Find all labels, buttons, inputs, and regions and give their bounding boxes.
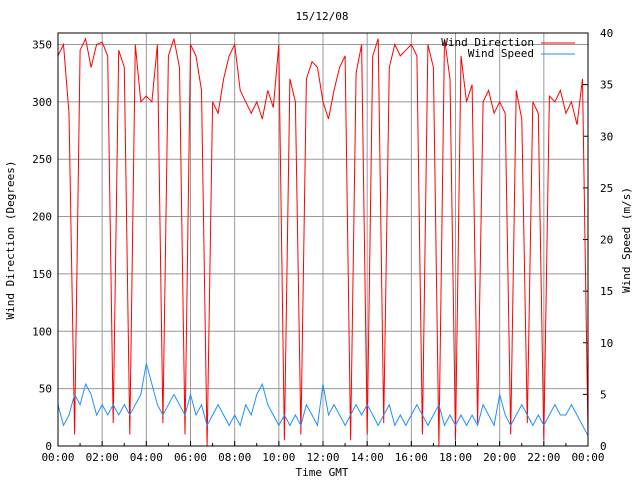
legend-label-wind-speed: Wind Speed bbox=[468, 47, 534, 60]
y-axis-label: Wind Direction (Degrees) bbox=[4, 161, 17, 320]
y-tick-label: 300 bbox=[32, 96, 52, 109]
plot-frame bbox=[57, 32, 589, 447]
y2-tick-label: 40 bbox=[600, 27, 613, 40]
y-tick-label: 0 bbox=[45, 440, 52, 453]
x-tick-label: 20:00 bbox=[483, 451, 516, 464]
series-lines bbox=[57, 37, 589, 447]
y2-axis-label: Wind Speed (m/s) bbox=[620, 187, 633, 293]
y-tick-label: 50 bbox=[39, 383, 52, 396]
y2-tick-label: 15 bbox=[600, 285, 613, 298]
x-tick-label: 04:00 bbox=[130, 451, 163, 464]
series-wind-speed bbox=[57, 363, 589, 436]
x-tick-label: 16:00 bbox=[395, 451, 428, 464]
tick-labels: 00:00 02:00 04:00 06:00 08:00 10:00 12:00 14:00… bbox=[32, 27, 613, 464]
grid bbox=[57, 32, 589, 447]
y-tick-label: 200 bbox=[32, 211, 52, 224]
x-tick-label: 12:00 bbox=[306, 451, 339, 464]
legend-label-wind-direction: Wind Direction bbox=[441, 36, 534, 49]
x-tick-label: 02:00 bbox=[86, 451, 119, 464]
x-tick-label: 10:00 bbox=[262, 451, 295, 464]
x-tick-label: 14:00 bbox=[351, 451, 384, 464]
y-tick-label: 250 bbox=[32, 153, 52, 166]
x-tick-label: 18:00 bbox=[439, 451, 472, 464]
y2-tick-label: 25 bbox=[600, 182, 613, 195]
x-axis-label: Time GMT bbox=[296, 466, 349, 479]
y2-tick-label: 35 bbox=[600, 79, 613, 92]
x-tick-label: 22:00 bbox=[527, 451, 560, 464]
x-tick-label: 00:00 bbox=[571, 451, 604, 464]
y-tick-label: 350 bbox=[32, 38, 52, 51]
y2-tick-label: 10 bbox=[600, 337, 613, 350]
legend: Wind Direction Wind Speed bbox=[441, 36, 575, 60]
x-tick-label: 00:00 bbox=[41, 451, 74, 464]
series-wind-direction bbox=[57, 37, 589, 447]
y-tick-label: 150 bbox=[32, 268, 52, 281]
chart-title: 15/12/08 bbox=[296, 10, 349, 23]
y2-tick-label: 0 bbox=[600, 440, 607, 453]
x-tick-label: 06:00 bbox=[174, 451, 207, 464]
y2-tick-label: 20 bbox=[600, 234, 613, 247]
y2-tick-label: 30 bbox=[600, 130, 613, 143]
y-tick-label: 100 bbox=[32, 325, 52, 338]
x-tick-label: 08:00 bbox=[218, 451, 251, 464]
y2-tick-label: 5 bbox=[600, 388, 607, 401]
